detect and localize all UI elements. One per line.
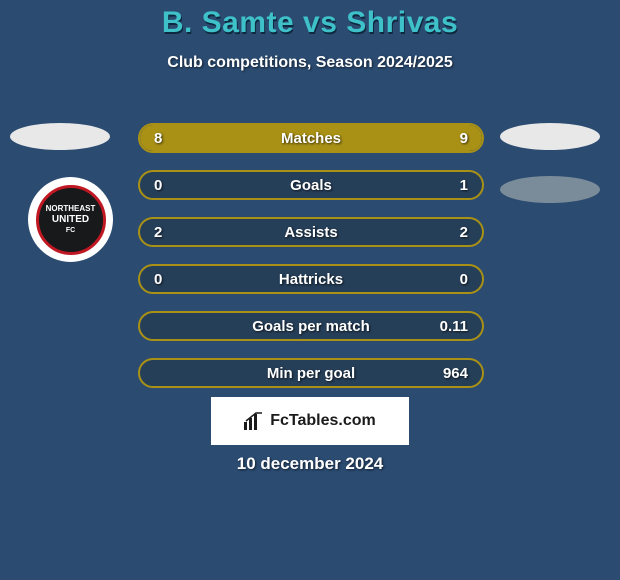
stat-text: Goals per match0.11: [140, 313, 482, 339]
stat-row: Min per goal964: [138, 358, 484, 388]
stat-right-value: 2: [460, 224, 468, 241]
club-a-logo: NORTHEAST UNITED FC: [28, 177, 113, 262]
stat-label: Hattricks: [140, 271, 482, 288]
player-b-avatar-placeholder: [500, 123, 600, 150]
page-title: B. Samte vs Shrivas: [0, 0, 620, 40]
stat-right-value: 9: [460, 130, 468, 147]
club-name-line3: FC: [66, 227, 75, 234]
stat-right-value: 0: [460, 271, 468, 288]
stat-left-value: 8: [154, 130, 162, 147]
stat-text: 0Hattricks0: [140, 266, 482, 292]
stat-row: 0Goals1: [138, 170, 484, 200]
stat-right-value: 1: [460, 177, 468, 194]
comparison-card: B. Samte vs Shrivas Club competitions, S…: [0, 0, 620, 580]
player-a-avatar-placeholder: [10, 123, 110, 150]
stat-right-value: 964: [443, 365, 468, 382]
stat-row: 0Hattricks0: [138, 264, 484, 294]
brand-badge[interactable]: FcTables.com: [211, 397, 409, 445]
stat-left-value: 0: [154, 271, 162, 288]
brand-icon: [244, 412, 264, 430]
stat-left-value: 0: [154, 177, 162, 194]
club-a-logo-inner: NORTHEAST UNITED FC: [36, 185, 106, 255]
brand-text: FcTables.com: [270, 412, 376, 430]
player-b-name: Shrivas: [346, 6, 458, 39]
stat-left-value: 2: [154, 224, 162, 241]
player-a-name: B. Samte: [162, 6, 294, 39]
date-label: 10 december 2024: [237, 454, 384, 474]
subtitle: Club competitions, Season 2024/2025: [0, 54, 620, 72]
vs-separator: vs: [294, 6, 346, 39]
stat-text: Min per goal964: [140, 360, 482, 386]
club-name-line1: NORTHEAST: [46, 205, 96, 213]
stat-row: Goals per match0.11: [138, 311, 484, 341]
stat-text: 8Matches9: [140, 125, 482, 151]
stat-row: 2Assists2: [138, 217, 484, 247]
stat-text: 2Assists2: [140, 219, 482, 245]
stats-panel: 8Matches90Goals12Assists20Hattricks0Goal…: [138, 123, 484, 405]
stat-label: Min per goal: [140, 365, 482, 382]
club-b-logo-placeholder: [500, 176, 600, 203]
stat-text: 0Goals1: [140, 172, 482, 198]
stat-label: Matches: [140, 130, 482, 147]
stat-label: Assists: [140, 224, 482, 241]
club-name-line2: UNITED: [52, 215, 89, 225]
stat-right-value: 0.11: [440, 318, 468, 335]
stat-label: Goals: [140, 177, 482, 194]
stat-label: Goals per match: [140, 318, 482, 335]
stat-row: 8Matches9: [138, 123, 484, 153]
